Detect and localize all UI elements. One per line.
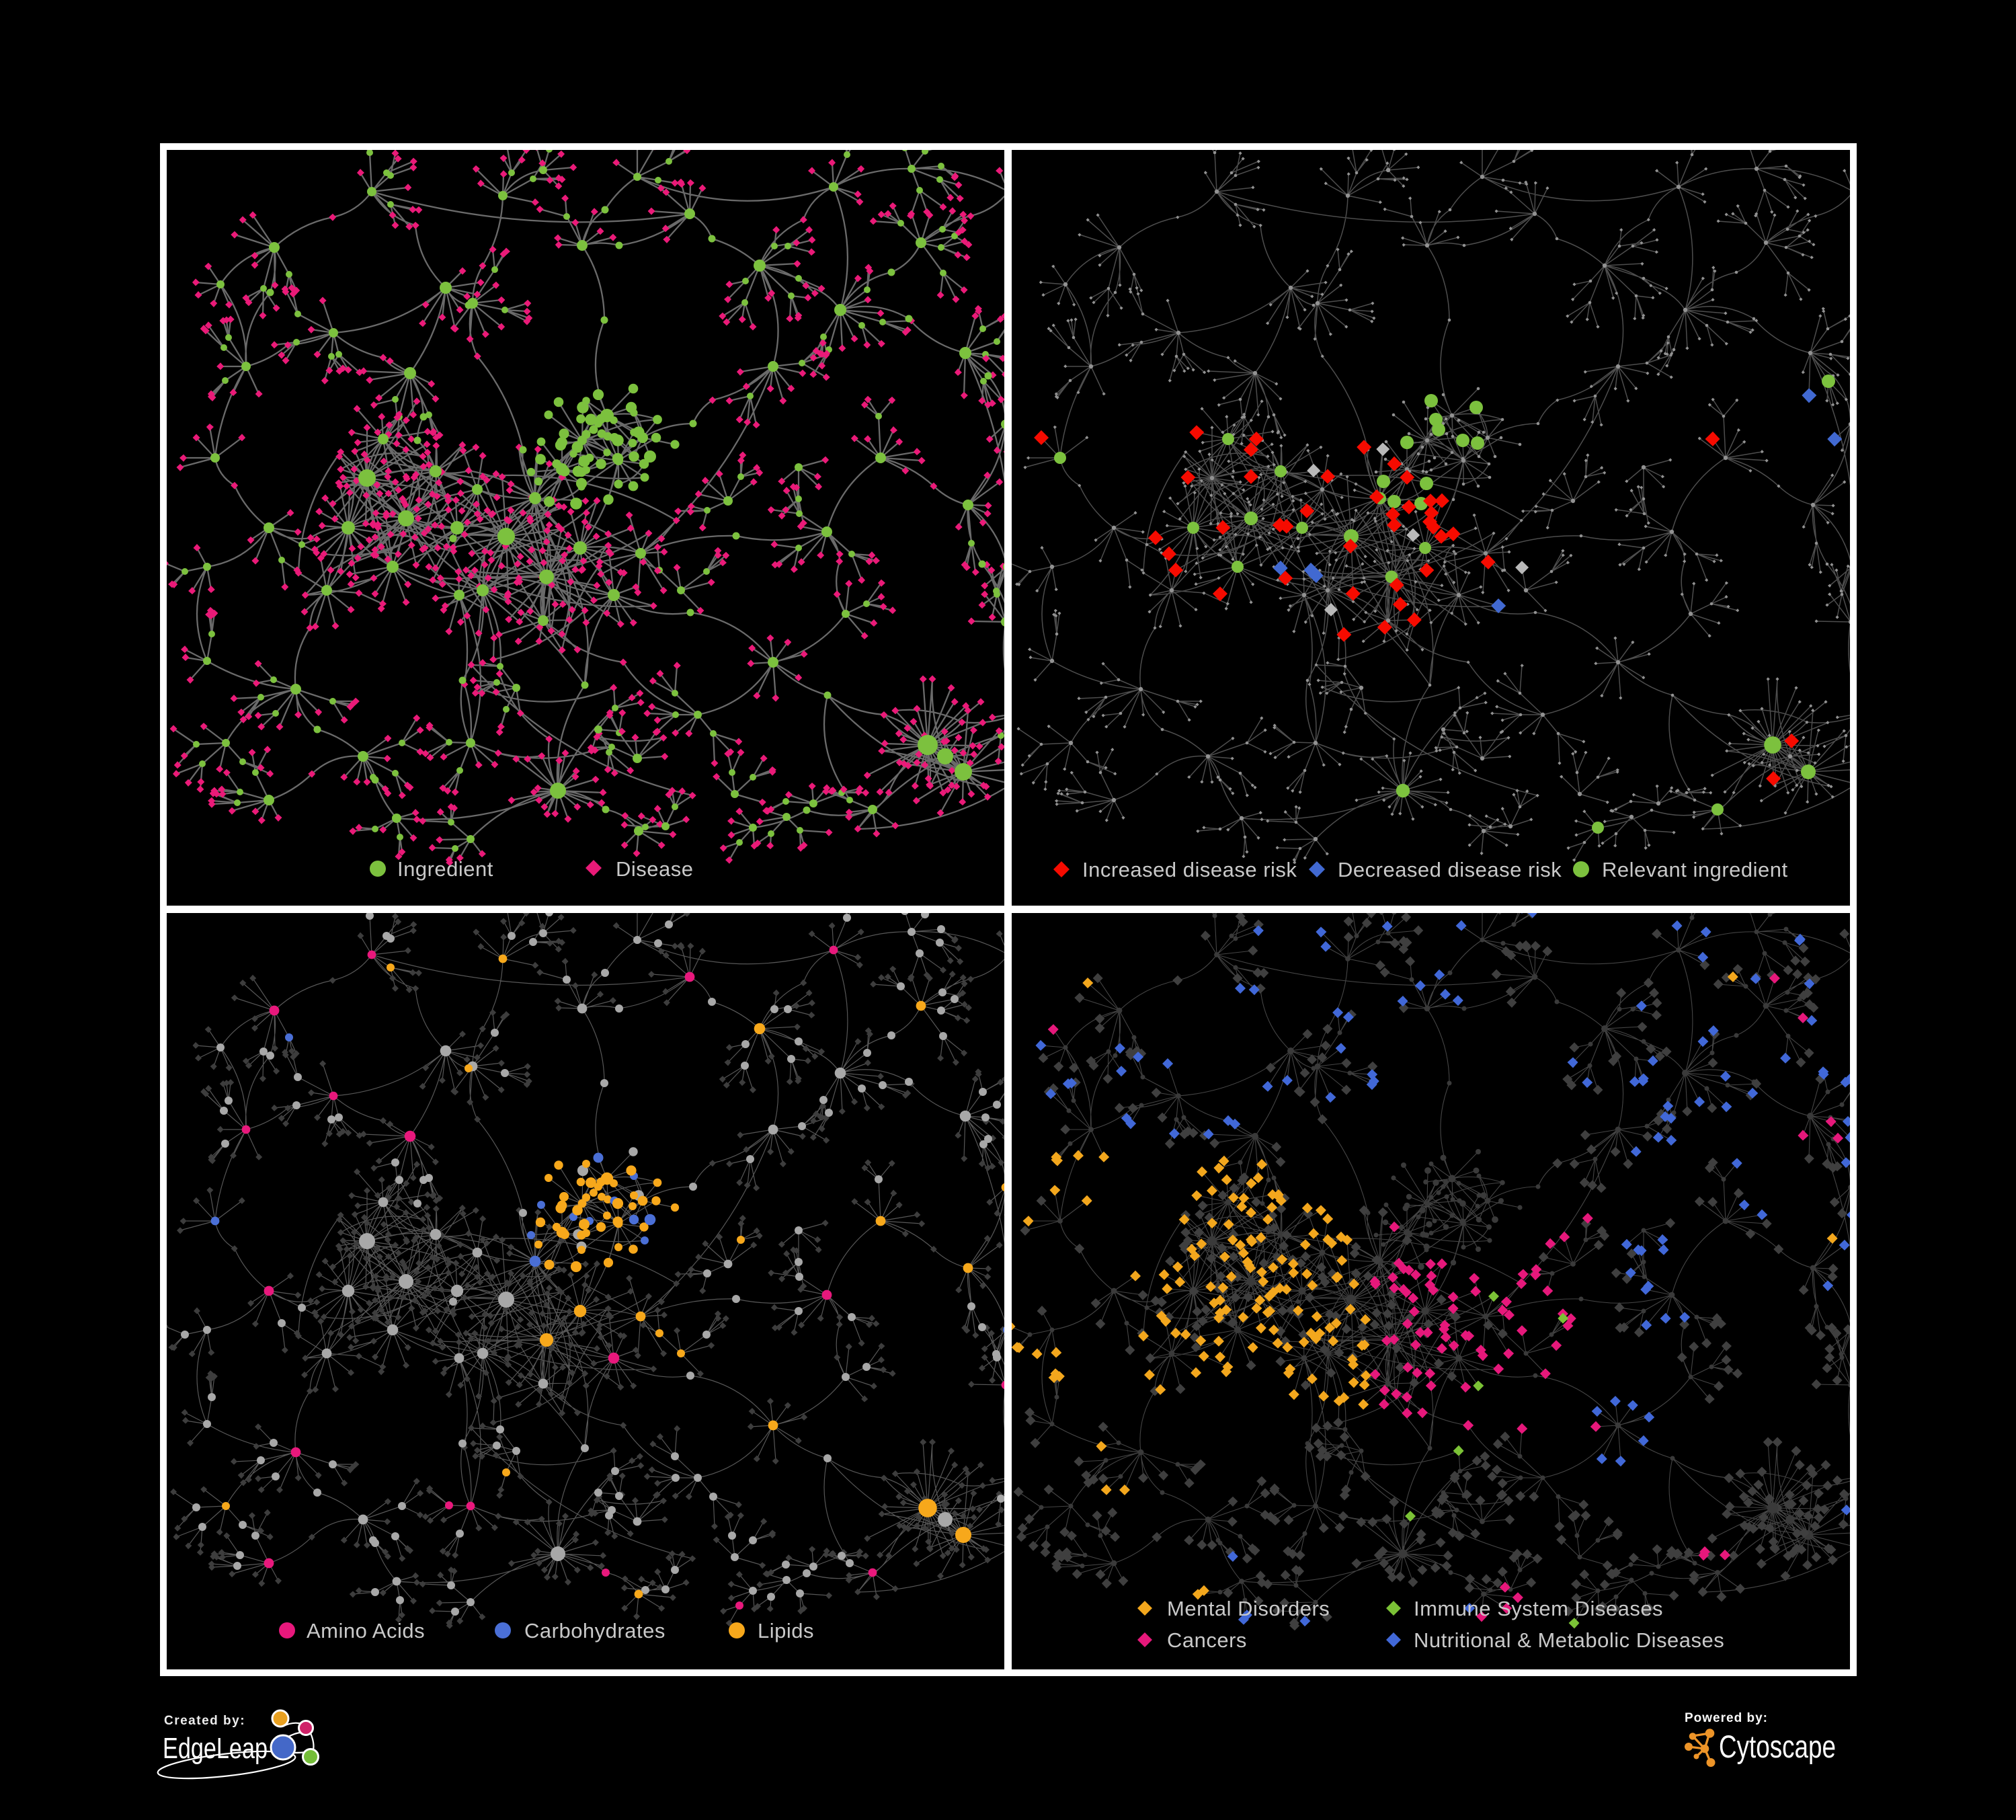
svg-text:Relevant ingredient: Relevant ingredient [1602, 858, 1788, 881]
svg-text:Lipids: Lipids [758, 1619, 814, 1643]
svg-text:Nutritional & Metabolic Diseas: Nutritional & Metabolic Diseases [1414, 1628, 1724, 1652]
svg-text:Carbohydrates: Carbohydrates [524, 1619, 666, 1643]
svg-text:Cytoscape: Cytoscape [1719, 1729, 1836, 1764]
svg-text:Disease: Disease [616, 857, 694, 881]
svg-text:Amino Acids: Amino Acids [307, 1619, 425, 1643]
svg-text:Ingredient: Ingredient [397, 857, 493, 881]
svg-text:Powered by:: Powered by: [1685, 1711, 1768, 1725]
svg-text:Created by:: Created by: [164, 1714, 245, 1728]
svg-text:Immune System Diseases: Immune System Diseases [1414, 1597, 1663, 1620]
svg-text:Decreased disease risk: Decreased disease risk [1338, 858, 1562, 881]
svg-text:Mental Disorders: Mental Disorders [1167, 1597, 1330, 1620]
svg-text:Cancers: Cancers [1167, 1628, 1247, 1652]
svg-text:Increased disease risk: Increased disease risk [1082, 858, 1297, 881]
svg-text:EdgeLeap: EdgeLeap [163, 1732, 268, 1765]
